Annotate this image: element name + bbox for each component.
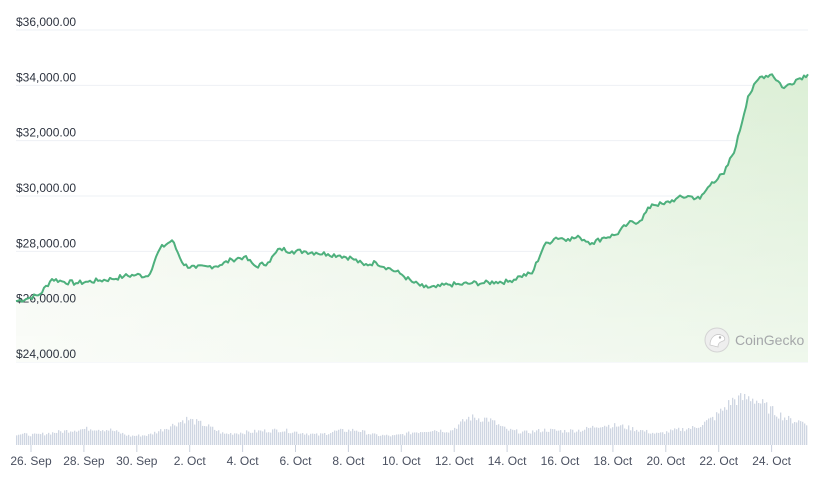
x-tick-label: 6. Oct	[279, 454, 312, 468]
x-tick-label: 18. Oct	[594, 454, 633, 468]
price-line	[15, 73, 809, 303]
y-tick-label: $32,000.00	[16, 126, 76, 140]
y-tick-label: $28,000.00	[16, 236, 76, 250]
x-tick-label: 26. Sep	[10, 454, 52, 468]
y-tick-label: $26,000.00	[16, 292, 76, 306]
x-tick-label: 30. Sep	[116, 454, 158, 468]
watermark-text: CoinGecko	[735, 332, 804, 348]
x-tick-label: 14. Oct	[488, 454, 527, 468]
x-tick-label: 24. Oct	[752, 454, 791, 468]
watermark: CoinGecko	[704, 327, 804, 353]
y-tick-label: $36,000.00	[16, 15, 76, 29]
x-axis: 26. Sep 28. Sep 30. Sep 2. Oct 4. Oct 6. Oct 8…	[10, 445, 792, 468]
x-tick-label: 4. Oct	[227, 454, 260, 468]
x-tick-label: 22. Oct	[699, 454, 738, 468]
y-tick-label: $24,000.00	[16, 347, 76, 361]
x-tick-label: 16. Oct	[541, 454, 580, 468]
y-tick-label: $34,000.00	[16, 70, 76, 84]
x-tick-label: 10. Oct	[382, 454, 421, 468]
x-tick-label: 8. Oct	[332, 454, 365, 468]
x-tick-label: 20. Oct	[646, 454, 685, 468]
volume-bars	[16, 393, 808, 445]
x-tick-label: 12. Oct	[435, 454, 474, 468]
y-axis-labels: $36,000.00 $34,000.00 $32,000.00 $30,000.00…	[16, 15, 76, 361]
price-line-path	[15, 73, 809, 303]
price-area	[16, 74, 808, 363]
x-tick-label: 2. Oct	[174, 454, 207, 468]
y-tick-label: $30,000.00	[16, 181, 76, 195]
x-tick-label: 28. Sep	[63, 454, 105, 468]
